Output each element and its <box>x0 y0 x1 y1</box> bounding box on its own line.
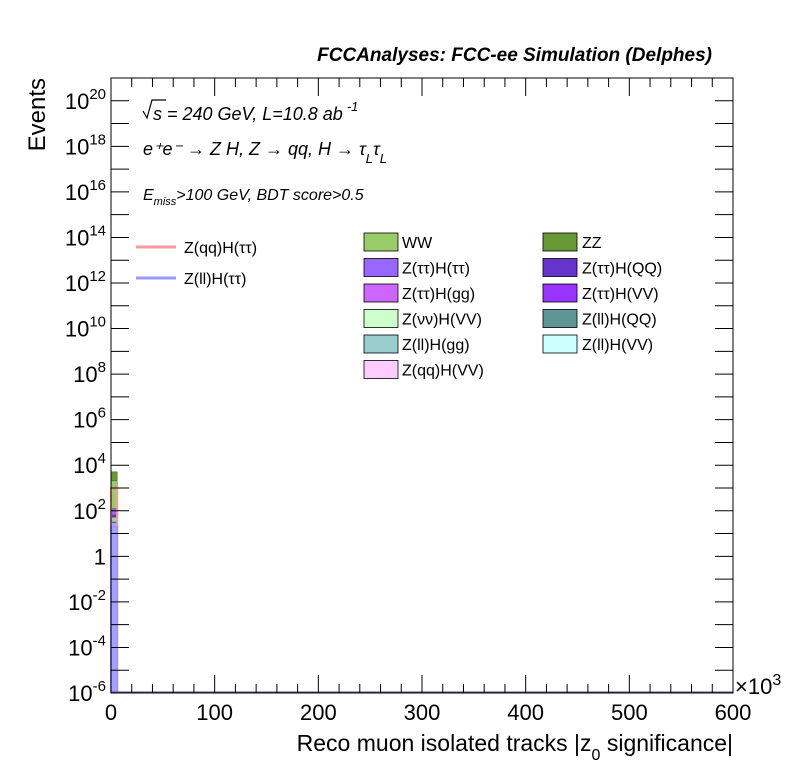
chart-title: FCCAnalyses: FCC-ee Simulation (Delphes) <box>317 45 712 66</box>
x-tick-label: 100 <box>196 700 233 725</box>
y-tick-label: 10-4 <box>68 632 106 660</box>
legend-label: ZZ <box>582 235 602 252</box>
legend-swatch <box>363 232 399 252</box>
legend-label: WW <box>402 235 433 252</box>
legend: Z(qq)H(ττ) Z(ll)H(ττ) WW Z(ττ)H(ττ) Z(ττ)H(g… <box>136 232 662 380</box>
annotation-process: e⁺e⁻ → Z H, Z → qq, H → τLτL <box>143 139 387 166</box>
legend-label: Z(ττ)H(gg) <box>402 286 475 303</box>
legend-swatch <box>542 334 578 354</box>
legend-swatch <box>542 258 578 277</box>
legend-label: Z(νν)H(VV) <box>402 312 482 329</box>
legend-swatch <box>542 232 578 252</box>
legend-line-label: Z(qq)H(ττ) <box>184 240 257 257</box>
y-tick-label: 1018 <box>65 131 106 159</box>
x-tick-label: 500 <box>611 700 648 725</box>
legend-line-label: Z(ll)H(ττ) <box>184 271 246 288</box>
y-tick-label: 104 <box>73 450 106 478</box>
annotation-selection: Emiss>100 GeV, BDT score>0.5 <box>143 187 364 208</box>
annotation-energy-lumi: s = 240 GeV, L=10.8 ab -1 <box>142 99 358 124</box>
legend-label: Z(ττ)H(ττ) <box>402 261 470 278</box>
legend-swatch <box>363 334 399 354</box>
y-tick-label: 1016 <box>65 177 106 205</box>
y-tick-label: 106 <box>73 405 106 433</box>
stack-bar-7 <box>110 471 118 481</box>
legend-label: Z(ττ)H(QQ) <box>582 261 662 278</box>
x-tick-label: 300 <box>404 700 441 725</box>
legend-label: Z(ττ)H(VV) <box>582 286 659 303</box>
x-axis-label: Reco muon isolated tracks |z0 significan… <box>297 730 733 764</box>
plot-frame <box>110 77 734 694</box>
legend-swatch <box>542 309 578 328</box>
x-tick-label: 400 <box>507 700 544 725</box>
x-tick-label: 200 <box>300 700 337 725</box>
y-tick-label: 102 <box>73 496 106 524</box>
y-tick-label: 1010 <box>65 314 106 342</box>
x-multiplier: ×103 <box>735 672 781 699</box>
legend-swatch <box>363 283 399 303</box>
x-tick-label: 0 <box>105 700 117 725</box>
legend-swatch <box>363 360 399 379</box>
axes: 0 100 200 300 400 500 600 10-6 10-4 10-2 1 102 104 10… <box>65 77 752 725</box>
legend-label: Z(qq)H(VV) <box>402 363 484 380</box>
y-tick-label: 1020 <box>65 86 106 114</box>
legend-swatch <box>542 283 578 303</box>
y-tick-label: 1014 <box>65 222 106 250</box>
signal-lines <box>110 487 733 694</box>
y-tick-label: 1 <box>94 544 106 569</box>
y-tick-label: 10-6 <box>68 678 106 706</box>
y-tick-label: 1012 <box>65 268 106 296</box>
legend-swatch <box>363 258 399 277</box>
y-tick-label: 10-2 <box>68 587 106 615</box>
legend-label: Z(ll)H(gg) <box>402 337 470 354</box>
x-tick-label: 600 <box>715 700 752 725</box>
legend-swatch <box>363 309 399 328</box>
svg-text:s = 240 GeV, L=10.8 ab-1: s = 240 GeV, L=10.8 ab -1 <box>153 99 358 124</box>
y-tick-label: 108 <box>73 359 106 387</box>
legend-label: Z(ll)H(VV) <box>582 337 653 354</box>
y-axis-label: Events <box>24 78 51 151</box>
legend-label: Z(ll)H(QQ) <box>582 312 657 329</box>
